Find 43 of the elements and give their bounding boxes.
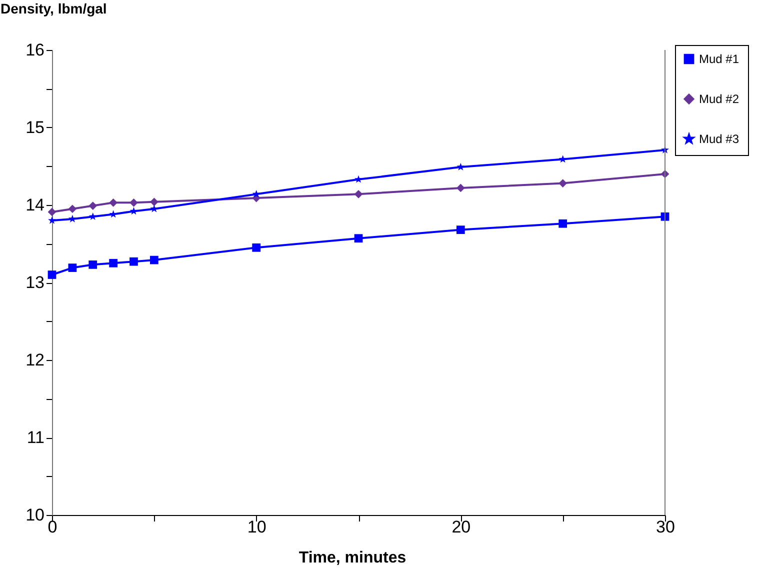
point <box>252 190 260 198</box>
point <box>48 216 56 224</box>
point <box>68 214 76 222</box>
point <box>456 226 465 234</box>
legend-label: Mud #3 <box>699 132 740 146</box>
y-tick-label: 14 <box>26 196 44 214</box>
point <box>130 257 138 266</box>
point <box>354 190 363 198</box>
y-axis-title: Density, lbm/gal <box>0 0 107 16</box>
y-tick-label: 11 <box>26 428 44 447</box>
point <box>558 179 568 188</box>
point <box>109 198 118 207</box>
point <box>48 208 56 216</box>
x-axis-title: Time, minutes <box>298 550 406 566</box>
point <box>354 175 362 183</box>
point <box>88 202 98 210</box>
point <box>252 243 261 252</box>
point <box>68 264 77 272</box>
point <box>48 270 56 279</box>
y-tick-label: 15 <box>26 118 44 137</box>
x-tick-label: 10 <box>247 518 266 536</box>
y-tick-label: 13 <box>26 273 44 292</box>
point <box>88 212 97 220</box>
point <box>130 198 138 207</box>
y-tick-label: 12 <box>26 350 44 370</box>
y-tick-label: 10 <box>26 506 44 524</box>
y-tick-label: 16 <box>26 40 44 60</box>
point <box>558 155 567 163</box>
point <box>456 162 465 170</box>
legend-label: Mud #2 <box>699 92 740 106</box>
x-tick-label: 20 <box>452 518 471 536</box>
point <box>150 198 158 206</box>
point <box>109 258 118 268</box>
point <box>354 234 363 243</box>
point <box>150 256 158 264</box>
point <box>456 184 465 192</box>
point <box>558 219 568 228</box>
x-tick-label: 30 <box>656 518 675 536</box>
x-tick-label: 0 <box>48 518 58 536</box>
legend-label: Mud #1 <box>699 52 740 66</box>
point <box>130 207 138 215</box>
point <box>68 204 77 214</box>
point <box>88 260 98 269</box>
